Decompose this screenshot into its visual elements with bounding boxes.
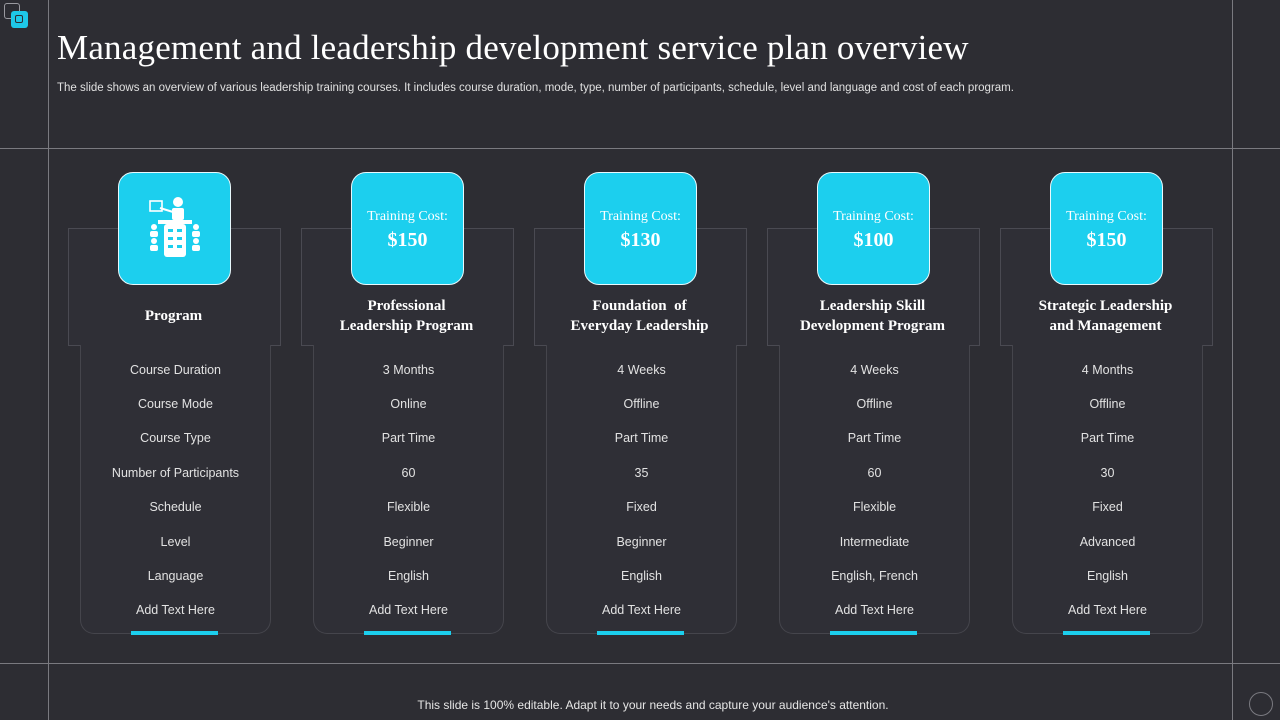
column-body: 4 Months Offline Part Time 30 Fixed Adva…	[1012, 345, 1203, 635]
course-type-value: Part Time	[847, 431, 902, 445]
cost-value: $130	[620, 229, 661, 251]
schedule-value: Fixed	[626, 500, 657, 514]
placeholder-text: Add Text Here	[602, 603, 681, 617]
participants-value: 60	[401, 466, 416, 480]
page-title: Management and leadership development se…	[57, 28, 969, 67]
page-subtitle: The slide shows an overview of various l…	[57, 82, 1014, 94]
course-mode-value: Offline	[1089, 397, 1126, 411]
language-value: English	[388, 569, 429, 583]
cost-label: Training Cost:	[367, 209, 448, 224]
column-strategic-leadership: Training Cost: $150 Strategic Leadership…	[1000, 172, 1213, 635]
level-value: Beginner	[616, 535, 667, 549]
frame-line-top	[0, 148, 1280, 149]
row-label-placeholder: Add Text Here	[136, 603, 215, 617]
column-title: Foundation of Everyday Leadership	[570, 298, 709, 334]
row-label-schedule: Schedule	[149, 500, 202, 514]
cost-label: Training Cost:	[600, 209, 681, 224]
course-type-value: Part Time	[614, 431, 669, 445]
accent-bar	[131, 631, 218, 635]
column-body: Course Duration Course Mode Course Type …	[80, 345, 271, 635]
cost-value: $150	[387, 229, 428, 251]
row-label-level: Level	[160, 535, 191, 549]
course-type-value: Part Time	[381, 431, 436, 445]
schedule-value: Flexible	[852, 500, 897, 514]
column-professional-leadership: Training Cost: $150 Professional Leadersh…	[301, 172, 514, 635]
frame-line-left	[48, 0, 49, 720]
cost-value: $150	[1086, 229, 1127, 251]
level-value: Intermediate	[839, 535, 910, 549]
language-value: English	[1087, 569, 1128, 583]
column-body: 4 Weeks Offline Part Time 35 Fixed Begin…	[546, 345, 737, 635]
accent-bar	[1063, 631, 1150, 635]
cost-label: Training Cost:	[1066, 209, 1147, 224]
course-mode-value: Offline	[856, 397, 893, 411]
cost-value: $100	[853, 229, 894, 251]
column-title: Program	[144, 308, 203, 324]
course-type-value: Part Time	[1080, 431, 1135, 445]
row-label-course-mode: Course Mode	[137, 397, 214, 411]
column-program: Program Course Duration Course Mode Cour…	[68, 172, 281, 635]
training-cost-badge: Training Cost: $150	[1050, 172, 1163, 285]
placeholder-text: Add Text Here	[1068, 603, 1147, 617]
course-duration-value: 4 Weeks	[617, 363, 666, 377]
presenter-meeting-icon	[149, 197, 200, 257]
accent-bar	[364, 631, 451, 635]
course-duration-value: 3 Months	[382, 363, 435, 377]
level-value: Advanced	[1079, 535, 1136, 549]
placeholder-text: Add Text Here	[835, 603, 914, 617]
column-title: Strategic Leadership and Management	[1038, 298, 1173, 334]
column-foundation-everyday-leadership: Training Cost: $130 Foundation of Everyda…	[534, 172, 747, 635]
frame-line-bottom	[0, 663, 1280, 664]
footer-note: This slide is 100% editable. Adapt it to…	[417, 698, 889, 712]
row-label-course-duration: Course Duration	[129, 363, 221, 377]
participants-value: 35	[634, 466, 649, 480]
participants-value: 30	[1100, 466, 1115, 480]
cost-label: Training Cost:	[833, 209, 914, 224]
language-value: English, French	[831, 569, 918, 583]
schedule-value: Fixed	[1092, 500, 1123, 514]
accent-bar	[830, 631, 917, 635]
circle-decoration-icon	[1249, 692, 1273, 716]
placeholder-text: Add Text Here	[369, 603, 448, 617]
training-cost-badge: Training Cost: $150	[351, 172, 464, 285]
column-body: 4 Weeks Offline Part Time 60 Flexible In…	[779, 345, 970, 635]
program-icon-badge	[118, 172, 231, 285]
frame-line-right	[1232, 0, 1233, 720]
column-body: 3 Months Online Part Time 60 Flexible Be…	[313, 345, 504, 635]
language-value: English	[621, 569, 662, 583]
training-cost-badge: Training Cost: $100	[817, 172, 930, 285]
accent-bar	[597, 631, 684, 635]
column-title: Leadership Skill Development Program	[799, 298, 946, 334]
schedule-value: Flexible	[386, 500, 431, 514]
course-duration-value: 4 Months	[1081, 363, 1134, 377]
column-leadership-skill-development: Training Cost: $100 Leadership Skill Deve…	[767, 172, 980, 635]
row-label-language: Language	[147, 569, 204, 583]
level-value: Beginner	[383, 535, 434, 549]
column-title: Professional Leadership Program	[339, 298, 474, 334]
row-label-participants: Number of Participants	[111, 466, 240, 480]
row-label-course-type: Course Type	[140, 431, 211, 445]
participants-value: 60	[867, 466, 882, 480]
course-duration-value: 4 Weeks	[850, 363, 899, 377]
course-mode-value: Offline	[623, 397, 660, 411]
course-mode-value: Online	[390, 397, 427, 411]
training-cost-badge: Training Cost: $130	[584, 172, 697, 285]
